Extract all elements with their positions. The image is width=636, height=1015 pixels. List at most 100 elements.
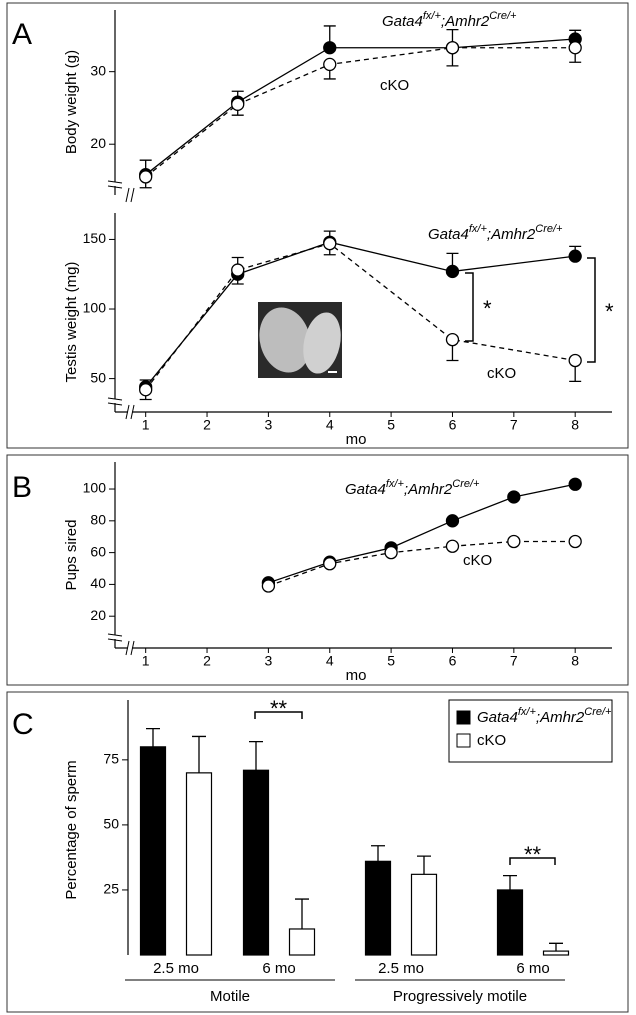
data-point [568,41,582,55]
x-tick-label: 7 [510,417,518,433]
data-point [445,41,460,55]
panel-label: B [12,471,32,504]
axis-break [109,635,121,639]
error-bar [295,898,309,929]
bar [185,772,213,956]
legend [448,699,613,763]
axis-break [125,640,130,656]
inset-photo [258,302,342,378]
y-tick-label: 60 [90,543,106,559]
annotation: ** [524,842,542,867]
y-tick-label: 40 [90,575,106,591]
x-tick-label: 6 mo [516,960,549,977]
data-point [384,545,398,560]
significance-bracket [509,857,556,865]
x-tick-label: 8 [571,653,579,669]
x-axis-label: mo [346,667,367,684]
axis-break [107,633,123,637]
data-point [507,490,521,504]
y-tick-label: 20 [90,135,106,151]
axis-break [107,397,123,401]
error-bar [503,874,517,890]
annotation: * [483,296,492,321]
x-tick-label: 5 [387,417,395,433]
error-bar [549,942,563,952]
data-point [568,249,582,263]
legend-label: Gata4fx/+;Amhr2Cre/+ [477,706,612,726]
data-point [323,557,337,571]
error-bar [371,845,385,862]
group-label: Motile [210,988,250,1005]
series-label: Gata4fx/+;Amhr2Cre/+ [428,223,563,243]
series-line [268,540,576,587]
x-tick-label: 2.5 mo [153,960,199,977]
axis-break [109,399,121,403]
series-line [268,483,576,584]
x-tick-label: 8 [571,417,579,433]
y-tick-label: 80 [90,512,106,528]
y-tick-label: 50 [90,369,106,385]
group-label: Progressively motile [393,988,527,1005]
y-tick-label: 75 [103,751,119,767]
panel-frame [6,691,629,1013]
bar [542,950,570,956]
bar [288,928,316,956]
x-tick-label: 1 [142,417,150,433]
bar [364,860,392,956]
axis-break [107,185,123,189]
error-bar [417,855,431,875]
y-tick-label: 100 [83,480,107,496]
bar [242,769,270,956]
x-tick-label: 6 [449,417,457,433]
panel-label: C [12,708,34,741]
x-tick-label: 1 [142,653,150,669]
axis-break [109,182,121,186]
y-axis-label: Testis weight (mg) [63,262,80,383]
data-point [445,332,460,347]
data-point [323,236,337,251]
legend-swatch [456,733,471,748]
x-tick-label: 2 [203,417,211,433]
x-tick-label: 4 [326,653,334,669]
axis-break [130,404,135,420]
x-tick-label: 3 [264,653,272,669]
y-tick-label: 100 [83,300,107,316]
panel-frame [6,454,629,686]
bar [496,889,524,956]
data-point [231,263,245,277]
y-tick-label: 150 [83,230,107,246]
data-point [568,477,582,491]
annotation: * [605,299,614,324]
legend-label: cKO [477,732,506,749]
data-point [231,97,245,111]
series-label: cKO [487,365,516,382]
axis-break [107,180,123,184]
error-bar [249,740,263,771]
axis-break [128,189,132,201]
axis-break [130,640,135,656]
data-point [445,264,460,279]
data-point [568,534,582,549]
panel-frame [6,2,629,449]
y-tick-label: 50 [103,816,119,832]
annotation: ** [270,696,288,721]
series-line [145,38,576,176]
data-point [445,539,460,553]
error-bar [192,735,206,773]
significance-bracket [587,257,596,363]
x-tick-label: 7 [510,653,518,669]
axis-break [125,187,130,203]
x-tick-label: 6 mo [262,960,295,977]
error-bar [146,727,160,747]
x-tick-label: 3 [264,417,272,433]
x-tick-label: 2.5 mo [378,960,424,977]
significance-bracket [254,711,303,719]
y-axis-label: Pups sired [63,520,80,591]
series-label: cKO [463,552,492,569]
legend-swatch [456,710,471,725]
data-point [445,514,460,528]
x-tick-label: 4 [326,417,334,433]
axis-break [107,402,123,406]
